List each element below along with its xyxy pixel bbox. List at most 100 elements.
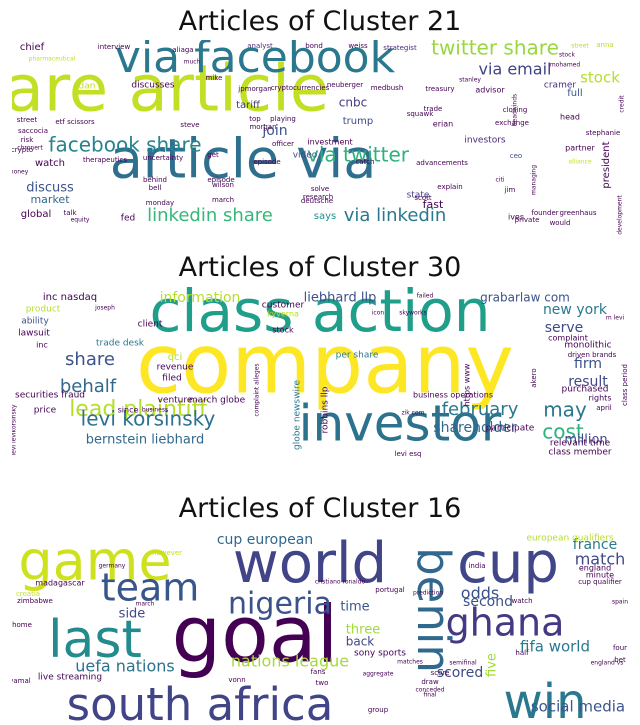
- cloud-word: deutsche: [301, 197, 333, 205]
- cloud-word: citi: [496, 177, 505, 184]
- cloud-word: inc: [36, 341, 48, 350]
- cloud-word: investors: [464, 136, 505, 146]
- cloud-word: final: [424, 692, 437, 699]
- cloud-word: customer: [262, 301, 305, 311]
- cloud-word: product: [26, 305, 61, 315]
- cloud-word: research: [303, 193, 333, 201]
- cloud-word: full: [567, 88, 582, 99]
- word-cloud: goal world cup game last south africa win team n…: [12, 527, 628, 723]
- cloud-word: global: [21, 209, 52, 220]
- cloud-word: street: [571, 43, 589, 50]
- cloud-word: march: [212, 196, 234, 204]
- cloud-word: advancements: [416, 159, 468, 167]
- cloud-word: treasury: [425, 85, 454, 93]
- cloud-word: game: [18, 530, 171, 593]
- cloud-word: credit: [619, 95, 626, 113]
- cloud-word: officer: [272, 140, 294, 148]
- cloud-word: bell: [149, 184, 162, 192]
- cloud-word: catch: [355, 158, 374, 166]
- cloud-word: explain: [437, 183, 462, 191]
- cloud-word: march: [136, 601, 155, 608]
- word-cloud: company class action investor lead plaintif…: [12, 282, 628, 480]
- cloud-word: qci: [168, 352, 183, 363]
- cloud-word: stephanie: [586, 129, 621, 137]
- cloud-word: liebhard llp: [304, 291, 377, 306]
- cloud-word: morgan: [249, 123, 276, 131]
- cloud-word: wilson: [212, 181, 234, 189]
- cloud-word: therapeutics: [83, 156, 127, 164]
- cloud-word: yamal: [12, 677, 31, 685]
- cloud-word: mike: [206, 74, 223, 82]
- cloud-word: tariff: [236, 100, 261, 111]
- cloud-word: minute: [586, 571, 614, 580]
- cloud-word: share: [65, 349, 115, 370]
- cloud-word: jim: [504, 186, 516, 194]
- cloud-word: video: [293, 151, 318, 161]
- cloud-word: icon: [372, 310, 385, 317]
- cloud-word: via email: [479, 60, 552, 79]
- cloud-word: per share: [336, 351, 379, 361]
- cluster-16-panel: Articles of Cluster 16 goal world cup game l…: [0, 485, 640, 725]
- cloud-word: playing: [270, 115, 296, 123]
- cloud-word: head: [560, 113, 580, 122]
- cloud-word: live streaming: [38, 673, 102, 683]
- cloud-word: team: [101, 566, 200, 610]
- cloud-word: however: [152, 549, 182, 557]
- cloud-word: prediction: [413, 590, 443, 597]
- cloud-word: exchange: [495, 119, 529, 127]
- cloud-word: dan: [79, 82, 96, 92]
- cloud-word: chief: [20, 42, 45, 53]
- cloud-word: talk: [63, 209, 77, 217]
- cloud-word: side: [119, 607, 146, 622]
- cloud-word: may: [543, 398, 587, 422]
- cloud-word: linkedin share: [147, 205, 273, 226]
- cloud-word: chronert: [17, 145, 43, 152]
- cloud-word: portugal: [375, 586, 405, 594]
- cloud-word: monolithic: [564, 341, 611, 351]
- cloud-word: aliaga: [172, 46, 193, 54]
- cloud-word: state: [407, 191, 430, 201]
- cloud-word: strategist: [383, 44, 417, 52]
- cloud-word: facebook share: [48, 133, 201, 157]
- cloud-word: information: [160, 290, 241, 306]
- cloud-word: result: [568, 374, 608, 390]
- cloud-word: levi levikorsinsky: [12, 404, 18, 455]
- cloud-word: complaint: [548, 334, 588, 343]
- cloud-word: driven brands: [568, 351, 617, 359]
- cloud-word: odds: [461, 584, 499, 603]
- cloud-word: client: [138, 320, 163, 330]
- cloud-word: three: [346, 623, 380, 638]
- cloud-word: business operations: [413, 391, 493, 400]
- cloud-word: securities fraud: [15, 391, 85, 401]
- cloud-word: squawk: [407, 110, 435, 118]
- cloud-word: half: [515, 649, 529, 657]
- cloud-word: last: [48, 610, 142, 670]
- cloud-word: bernstein liebhard: [86, 433, 205, 448]
- cloud-word: watch: [511, 597, 532, 605]
- cloud-word: watch: [35, 158, 65, 169]
- cloud-word: share article: [12, 53, 329, 127]
- cloud-word: world: [233, 531, 387, 596]
- cloud-word: joseph: [94, 305, 115, 312]
- cloud-word: group: [368, 706, 389, 714]
- cloud-word: investment: [307, 138, 352, 147]
- cloud-word: ability: [21, 317, 49, 327]
- cloud-word: zik com: [401, 410, 424, 417]
- cloud-word: nations league: [231, 652, 349, 671]
- cloud-word: anna: [596, 41, 613, 49]
- cloud-word: stock: [580, 69, 620, 87]
- cloud-word: m levi: [606, 315, 625, 322]
- cloud-word: robbins llp: [321, 386, 331, 433]
- cloud-word: goal: [172, 590, 339, 680]
- cloud-word: uefa nations: [75, 657, 174, 676]
- cloud-word: england vs: [591, 660, 624, 667]
- cloud-word: uncertainty: [143, 154, 183, 162]
- cloud-word: trump: [343, 116, 373, 127]
- cloud-word: cryptocurrencies: [271, 84, 330, 92]
- cloud-word: pharmaceutical: [29, 56, 76, 63]
- cloud-word: relevant time: [550, 439, 611, 449]
- cloud-word: cramer: [544, 81, 576, 91]
- cloud-word: score: [431, 669, 450, 677]
- cloud-word: ives: [508, 213, 524, 222]
